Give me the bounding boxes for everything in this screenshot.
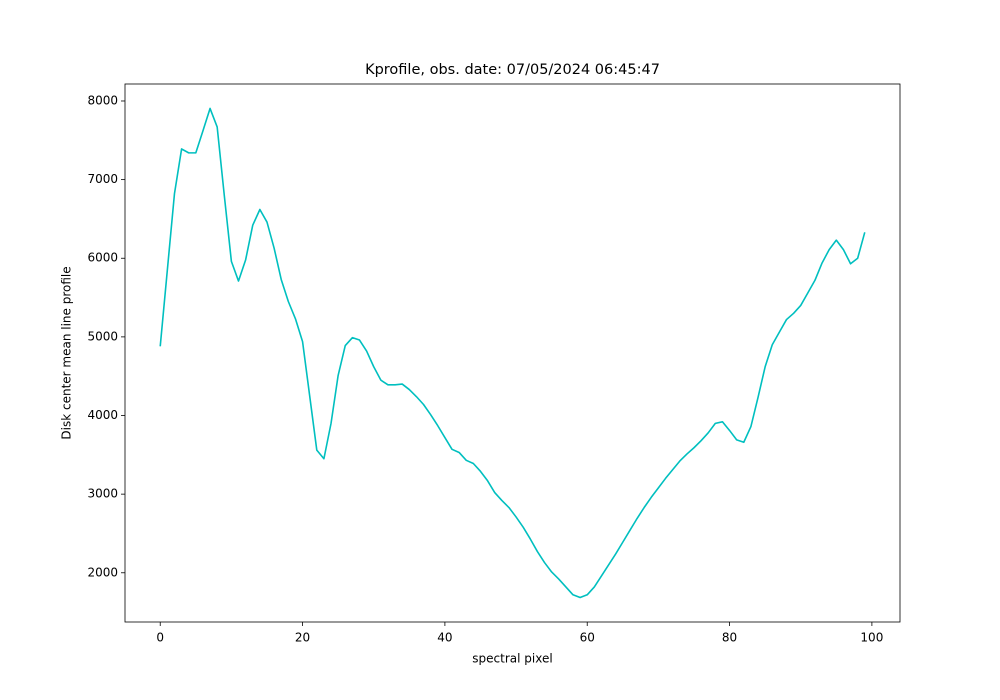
x-tick-label: 20	[295, 631, 310, 645]
y-tick-label: 6000	[87, 251, 118, 265]
y-axis-label: Disk center mean line profile	[60, 266, 74, 439]
y-tick-label: 3000	[87, 487, 118, 501]
x-tick-label: 100	[860, 631, 883, 645]
x-tick-label: 0	[156, 631, 164, 645]
x-axis-label: spectral pixel	[472, 652, 552, 666]
data-line	[159, 107, 866, 599]
chart-title: Kprofile, obs. date: 07/05/2024 06:45:47	[365, 62, 660, 78]
y-tick-label: 4000	[87, 408, 118, 422]
x-tick-label: 40	[437, 631, 452, 645]
y-tick-label: 2000	[87, 565, 118, 579]
y-tick-label: 8000	[87, 93, 118, 107]
x-tick-label: 80	[722, 631, 737, 645]
y-tick-label: 5000	[87, 329, 118, 343]
x-tick-label: 60	[580, 631, 595, 645]
plot-frame	[124, 83, 901, 623]
y-tick-label: 7000	[87, 172, 118, 186]
